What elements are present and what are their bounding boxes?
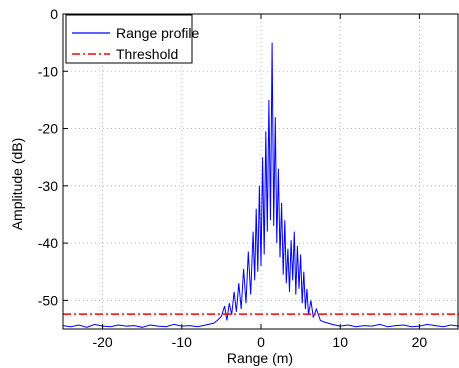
legend-entry-range-profile: Range profile	[116, 25, 199, 41]
y-axis-label: Amplitude (dB)	[9, 138, 25, 231]
x-axis-label: Range (m)	[227, 350, 293, 366]
x-tick-label: -10	[172, 334, 192, 350]
x-tick-label: 0	[257, 334, 265, 350]
x-tick-label: 20	[412, 334, 428, 350]
y-tick-label: -50	[38, 292, 58, 308]
legend-box	[65, 14, 193, 64]
y-tick-label: -30	[38, 178, 58, 194]
y-tick-labels: 0 -10 -20 -30 -40 -50	[38, 6, 58, 308]
x-tick-label: -20	[92, 334, 112, 350]
y-tick-label: -10	[38, 63, 58, 79]
y-tick-label: -20	[38, 121, 58, 137]
series-range-profile	[62, 42, 459, 328]
y-tick-label: -40	[38, 235, 58, 251]
x-tick-label: 10	[332, 334, 348, 350]
legend-entry-threshold: Threshold	[116, 46, 178, 62]
x-tick-labels: -20 -10 0 10 20	[92, 334, 427, 350]
y-tick-label: 0	[50, 6, 58, 22]
grid	[63, 14, 459, 329]
plot-lines	[62, 42, 459, 328]
legend: Range profile Threshold	[65, 14, 199, 64]
